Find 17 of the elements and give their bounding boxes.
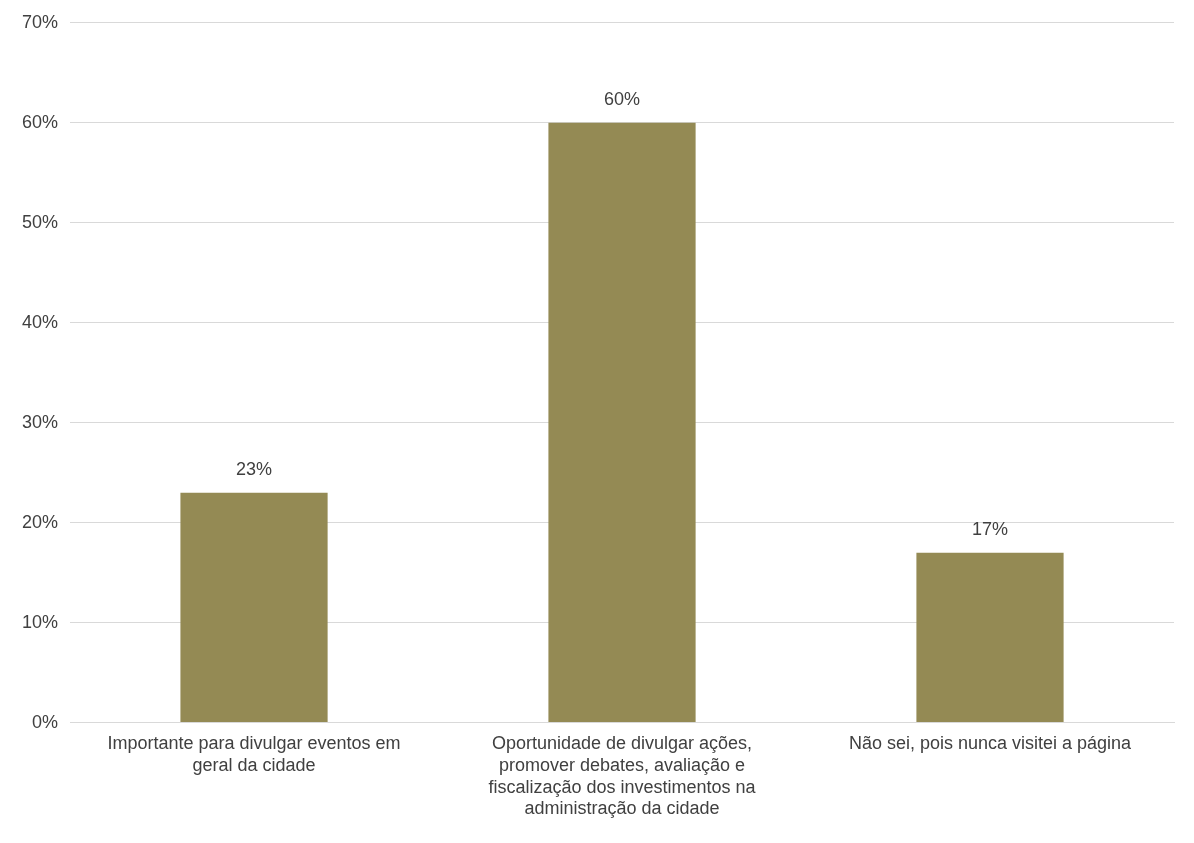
y-tick-label: 50%	[22, 211, 59, 232]
data-label: 17%	[971, 518, 1009, 539]
bar	[548, 122, 696, 723]
bar	[180, 492, 328, 723]
y-tick-label: 20%	[22, 511, 59, 532]
y-tick-label: 0%	[32, 711, 59, 732]
data-label: 60%	[604, 88, 641, 109]
x-tick-label: Oportunidade de divulgar ações, promover debates, avaliação e fiscalização dos investimentos na administração da cidade	[488, 733, 757, 819]
y-tick-label: 70%	[22, 11, 59, 32]
x-tick-label: Importante para divulgar eventos em geral da cidade	[107, 733, 401, 775]
y-tick-label: 60%	[22, 111, 59, 132]
data-label: 23%	[236, 458, 273, 479]
y-tick-label: 40%	[22, 311, 59, 332]
y-tick-label: 30%	[22, 411, 59, 432]
x-tick-label: Não sei, pois nunca visitei a página	[848, 733, 1133, 754]
bar	[916, 552, 1064, 723]
y-tick-label: 10%	[22, 611, 59, 632]
